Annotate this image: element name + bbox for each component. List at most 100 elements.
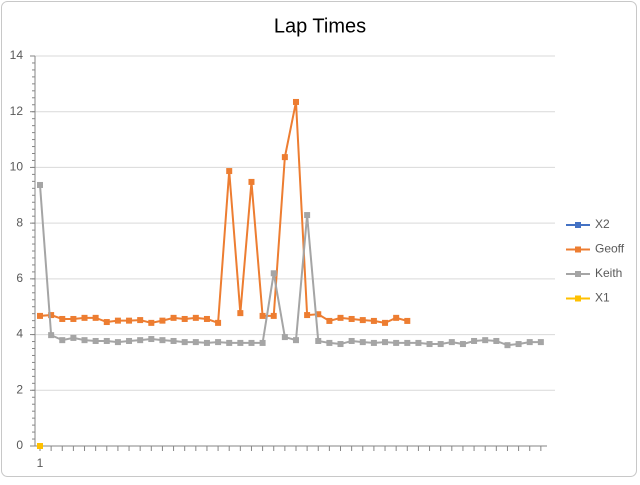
marker	[415, 339, 422, 346]
marker	[348, 315, 355, 322]
marker	[226, 339, 233, 346]
marker	[515, 341, 522, 348]
marker	[81, 337, 88, 344]
marker	[37, 181, 43, 188]
marker	[48, 312, 55, 319]
marker	[270, 312, 277, 319]
marker	[382, 319, 389, 326]
marker	[114, 339, 121, 346]
marker	[181, 339, 188, 346]
marker	[393, 339, 400, 346]
marker	[203, 315, 210, 322]
y-tick-label: 0	[16, 438, 23, 452]
marker	[370, 317, 377, 324]
marker	[170, 337, 177, 344]
marker	[170, 314, 177, 321]
legend-marker	[575, 271, 581, 277]
marker	[270, 270, 277, 277]
marker	[148, 319, 155, 326]
marker	[304, 312, 311, 319]
marker	[448, 339, 455, 346]
marker	[359, 317, 366, 324]
x-tick-label: 1	[37, 456, 44, 470]
marker	[337, 341, 344, 348]
marker	[537, 339, 544, 346]
y-tick-label: 4	[16, 327, 23, 341]
series-line	[39, 101, 408, 325]
marker	[37, 312, 43, 319]
marker	[359, 339, 366, 346]
y-tick-label: 10	[10, 160, 24, 174]
marker	[148, 336, 155, 343]
marker	[114, 317, 121, 324]
marker	[70, 315, 77, 322]
y-tick-label: 2	[16, 382, 23, 396]
marker	[426, 341, 433, 348]
legend-label: Keith	[595, 266, 622, 280]
marker	[192, 314, 199, 321]
marker	[315, 337, 322, 344]
marker	[126, 317, 133, 324]
marker	[81, 314, 88, 321]
legend-label: X1	[595, 291, 610, 305]
y-tick-label: 12	[10, 104, 24, 118]
marker	[259, 339, 266, 346]
marker	[203, 339, 210, 346]
marker	[326, 339, 333, 346]
marker	[192, 339, 199, 346]
marker	[92, 314, 99, 321]
marker	[281, 334, 288, 341]
series-line	[39, 184, 541, 347]
marker	[504, 342, 511, 349]
marker	[237, 310, 244, 317]
marker	[37, 443, 43, 449]
marker	[70, 334, 77, 341]
marker	[370, 339, 377, 346]
marker	[482, 337, 489, 344]
marker	[315, 311, 322, 318]
marker	[404, 339, 411, 346]
marker	[226, 168, 233, 175]
marker	[59, 315, 66, 322]
marker	[215, 339, 222, 346]
marker	[493, 337, 500, 344]
marker	[137, 317, 144, 324]
legend-marker	[575, 222, 581, 228]
marker	[281, 154, 288, 161]
marker	[159, 317, 166, 324]
y-tick-label: 14	[10, 48, 24, 62]
y-tick-label: 8	[16, 215, 23, 229]
marker	[215, 319, 222, 326]
marker	[259, 312, 266, 319]
marker	[526, 339, 533, 346]
marker	[471, 337, 478, 344]
chart-title: Lap Times	[274, 15, 366, 37]
marker	[304, 212, 311, 219]
marker	[103, 319, 110, 326]
marker	[292, 98, 299, 105]
legend-marker	[575, 295, 581, 302]
marker	[237, 339, 244, 346]
legend-label: X2	[595, 217, 610, 231]
marker	[92, 337, 99, 344]
marker	[59, 337, 66, 344]
y-tick-label: 6	[16, 271, 23, 285]
marker	[337, 314, 344, 321]
marker	[393, 314, 400, 321]
marker	[292, 337, 299, 344]
marker	[48, 332, 55, 339]
marker	[382, 339, 389, 346]
marker	[248, 178, 255, 185]
marker	[326, 317, 333, 324]
legend-marker	[575, 246, 581, 253]
legend-label: Geoff	[595, 242, 625, 256]
chart-frame	[1, 1, 637, 477]
marker	[137, 337, 144, 344]
marker	[348, 337, 355, 344]
marker	[248, 339, 255, 346]
marker	[404, 317, 411, 324]
marker	[459, 341, 466, 348]
marker	[159, 337, 166, 344]
